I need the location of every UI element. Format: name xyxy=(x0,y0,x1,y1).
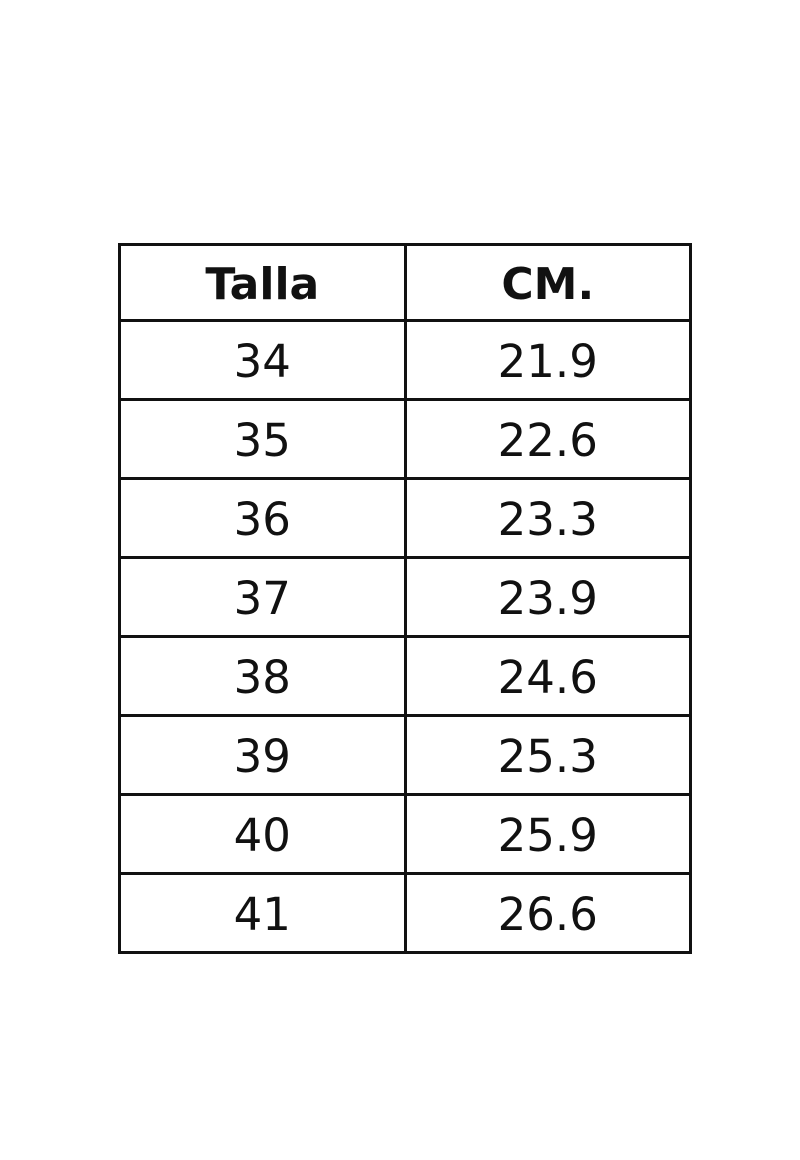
cm-cell: 23.3 xyxy=(403,477,693,559)
size-cell: 34 xyxy=(118,319,407,401)
cm-cell: 26.6 xyxy=(403,872,693,954)
cm-cell: 25.9 xyxy=(403,793,693,875)
size-table: Talla CM. 34 21.9 35 22.6 36 23.3 37 23.9 38 24.6… xyxy=(118,243,693,954)
table-row: 38 24.6 xyxy=(118,635,693,717)
cm-cell: 21.9 xyxy=(403,319,693,401)
cm-cell: 23.9 xyxy=(403,556,693,638)
table-row: 40 25.9 xyxy=(118,793,693,875)
size-cell: 38 xyxy=(118,635,407,717)
table-row: 41 26.6 xyxy=(118,872,693,954)
size-cell: 40 xyxy=(118,793,407,875)
table-row: 35 22.6 xyxy=(118,398,693,480)
size-cell: 39 xyxy=(118,714,407,796)
header-talla: Talla xyxy=(118,243,407,322)
header-cm: CM. xyxy=(403,243,693,322)
cm-cell: 22.6 xyxy=(403,398,693,480)
size-cell: 36 xyxy=(118,477,407,559)
size-cell: 41 xyxy=(118,872,407,954)
table-row: 36 23.3 xyxy=(118,477,693,559)
cm-cell: 24.6 xyxy=(403,635,693,717)
size-cell: 37 xyxy=(118,556,407,638)
header-row: Talla CM. xyxy=(118,243,693,322)
table-row: 34 21.9 xyxy=(118,319,693,401)
size-cell: 35 xyxy=(118,398,407,480)
cm-cell: 25.3 xyxy=(403,714,693,796)
table-row: 37 23.9 xyxy=(118,556,693,638)
table-row: 39 25.3 xyxy=(118,714,693,796)
